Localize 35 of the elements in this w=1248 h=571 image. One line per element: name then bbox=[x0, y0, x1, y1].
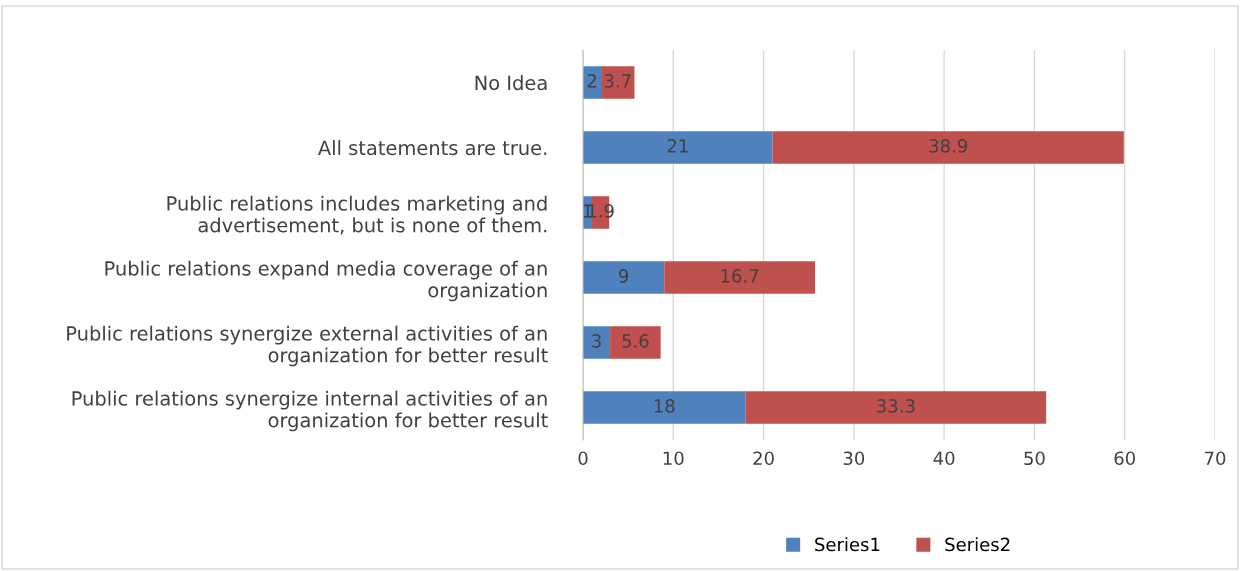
x-tick-label: 70 bbox=[1204, 451, 1226, 466]
legend-label: Series1 bbox=[815, 537, 880, 552]
bar bbox=[601, 66, 635, 99]
x-tick-label: 30 bbox=[843, 451, 865, 466]
y-tick-label: Public relations includes marketing and advertisement, but is none of them. bbox=[167, 195, 547, 235]
legend-label: Series2 bbox=[945, 537, 1010, 552]
bar bbox=[772, 131, 1124, 164]
bar bbox=[583, 131, 773, 164]
data-label: 3 bbox=[592, 334, 601, 348]
data-label: 9 bbox=[619, 269, 629, 283]
bar bbox=[745, 391, 1047, 424]
y-tick-label: No Idea bbox=[475, 75, 547, 91]
bar bbox=[610, 326, 661, 359]
x-tick-label: 20 bbox=[753, 451, 774, 466]
x-tick-label: 40 bbox=[933, 451, 955, 466]
bar bbox=[664, 261, 816, 294]
data-label: 3.7 bbox=[604, 74, 631, 88]
data-label: 5.6 bbox=[622, 334, 649, 348]
data-label: 2 bbox=[587, 74, 596, 88]
y-tick-label: Public relations synergize external activities of an organization for better result bbox=[67, 325, 548, 367]
x-tick-label: 0 bbox=[578, 451, 588, 466]
data-label: 16.7 bbox=[721, 269, 759, 283]
data-label: 33.3 bbox=[877, 399, 915, 413]
bar bbox=[583, 261, 665, 294]
x-tick-label: 60 bbox=[1114, 451, 1135, 466]
data-label: 21 bbox=[667, 139, 688, 153]
data-label: 38.9 bbox=[929, 139, 968, 153]
x-tick-label: 50 bbox=[1024, 451, 1045, 466]
y-tick-label: All statements are true. bbox=[318, 140, 547, 156]
bar bbox=[583, 391, 746, 424]
data-label: 18 bbox=[654, 399, 675, 413]
y-tick-label: Public relations expand media coverage of an organization bbox=[105, 260, 547, 302]
bar bbox=[583, 326, 611, 359]
x-tick-label: 10 bbox=[663, 451, 684, 466]
y-tick-label: Public relations synergize internal activities of an organization for better result bbox=[72, 390, 548, 432]
